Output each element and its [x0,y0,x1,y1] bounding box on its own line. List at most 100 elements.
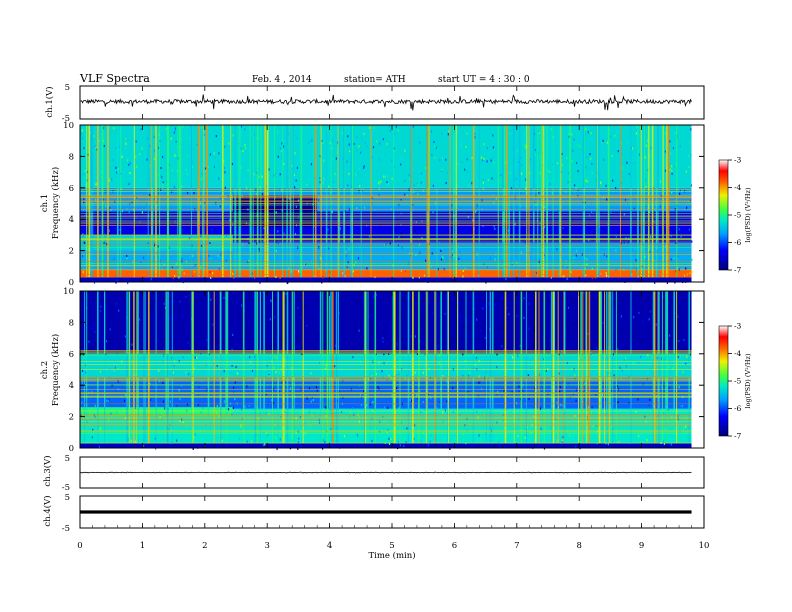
ch1-spectrogram-texture [323,159,325,162]
ch1-spectrogram-texture [353,142,355,146]
ch1-spectrogram-texture [645,189,647,192]
ch2-spectrogram-texture [562,342,564,345]
ch2-spectrogram-texture [661,357,663,360]
ch1-spectrogram-texture [432,184,434,187]
ch1-spectrogram-texture [568,172,570,175]
ch2-spectrogram-texture [637,293,639,296]
ch1-spectrogram-texture [87,153,89,156]
ch1-spectrogram-texture [131,201,133,204]
ch1-spectrogram-texture [252,247,254,250]
ch1-spectrogram-texture [118,222,120,225]
ch1-spectrogram-texture [356,214,358,217]
ch1-spectrogram-texture [440,258,443,261]
ch2-spectrogram-texture [662,440,664,443]
ch1-spectrogram-texture [406,194,408,197]
ch1-spectrogram-texture [391,177,393,180]
ch1-spectrogram-texture [617,131,619,134]
ch1-spectrogram-texture [259,186,261,189]
ch2-spectrogram-texture [602,292,604,295]
ch2-spectrogram-texture [315,386,318,389]
ch1-spectrogram-texture [288,197,290,200]
ch2-spectrogram-texture [106,340,108,343]
ch2-spectrogram-texture [455,438,457,441]
ch1-spectrogram-texture [661,158,663,161]
ch2-spectrogram-texture [159,415,161,419]
ch2-spectrogram-texture [169,400,171,403]
ch2-spectrogram-texture [94,334,96,337]
ch2-spectrogram-texture [280,415,282,418]
colorbar-tick-label: -5 [734,377,742,386]
ch2-spectrogram-texture [549,377,551,380]
ch2-spectrogram-texture [602,321,604,324]
ch2-spectrogram-texture [575,399,577,402]
ch1-spectrogram-texture [674,132,676,135]
ch1-spectrogram-texture [145,218,147,221]
ch2-spectrogram-texture [503,389,505,392]
ch2-spectrogram-texture [100,297,102,300]
ch2-spectrogram-texture [583,291,585,294]
ch1-spectrogram-texture [590,132,592,135]
ch2-spectrogram-texture [499,327,501,330]
ch2-spectrogram-texture [620,315,622,318]
ch1-spectrogram-texture [634,181,636,184]
ch1-spectrogram-texture [125,142,127,145]
ch2-spectrogram-texture [529,343,531,346]
ch2-spectrogram-texture [370,425,372,428]
ch2-spectrogram-texture [164,407,166,410]
ch1-spectrogram-texture [672,230,674,234]
ch1-colorbar: -3-4-5-6-7 log(PSD) (V²/Hz) [718,156,752,275]
ch2-spectrogram-texture [672,321,674,324]
ch2-spectrogram-texture [110,342,112,345]
ch2-spectrogram-texture [281,381,283,384]
ch1-spectrogram-texture [440,249,442,253]
ch2-spectrogram-texture [281,373,283,376]
ch1-spectrogram-texture [585,166,587,169]
ch2-spectrogram-texture [333,438,335,441]
ch1-spectrogram-texture [279,173,281,176]
ch2-spectrogram-texture [680,355,682,358]
ch2-spectrogram-texture [246,386,248,389]
ch2-spectrogram-texture [93,414,95,417]
ch1-spectrogram-texture [636,137,638,140]
ch1-spectrogram-texture [144,155,146,158]
ch1-spectrogram-texture [141,147,143,150]
ch2-spectrogram-texture [684,338,686,341]
ch2-spectrogram-texture [218,306,220,309]
ch1-spectrogram-texture [612,179,614,182]
ch1-spectrogram-texture [171,231,173,234]
ch1-spectrogram-texture [283,232,285,235]
ch2-spectrogram-texture [685,371,687,375]
ch1-spectrogram-texture [474,136,476,139]
ch2-spectrogram-texture [223,306,225,309]
ch2-spectrogram-texture [91,436,93,439]
ch2-spectrogram-texture [185,371,187,374]
ch2-spectrogram-texture [544,313,546,316]
ch2-spectrogram-texture [583,436,585,439]
ch1-spectrogram-texture [297,216,299,219]
ch1-spectrogram-texture [509,171,511,174]
ch2-spectrogram-texture [424,408,426,411]
ch1-spectrogram-texture [307,198,309,201]
ch1-spectrogram-texture [679,145,681,148]
ch2-spectrogram-texture [186,403,189,406]
ch1-spectrogram-texture [318,267,320,270]
ch1-spectrogram-texture [232,272,234,276]
ch2-spectrogram-texture [304,421,306,424]
ch2-spectrogram-texture [349,411,352,414]
ch1-spectrogram-texture [209,153,211,156]
ch1-spectrogram-texture [195,195,197,199]
ch1-spectrogram-texture [664,169,667,172]
ch2-spectrogram-texture [411,293,413,296]
ch1-ytick-label: 6 [69,184,74,194]
ch1-spectrogram-texture [149,177,151,180]
ch2-colorbar: -3-4-5-6-7 log(PSD) (V²/Hz) [718,322,752,441]
ch1-spectrogram-texture [431,252,433,255]
ch1-spectrogram-texture [600,272,602,275]
ch1-spectrogram-texture [277,241,279,244]
ch2-spectrogram-texture [591,406,593,409]
ch2-spectrogram-texture [125,342,127,345]
ch1-spectrogram-texture [445,181,447,185]
ch2-spectrogram-texture [318,318,320,321]
ch2-spectrogram-texture [279,434,281,437]
ch1-spectrogram-texture [400,269,402,272]
